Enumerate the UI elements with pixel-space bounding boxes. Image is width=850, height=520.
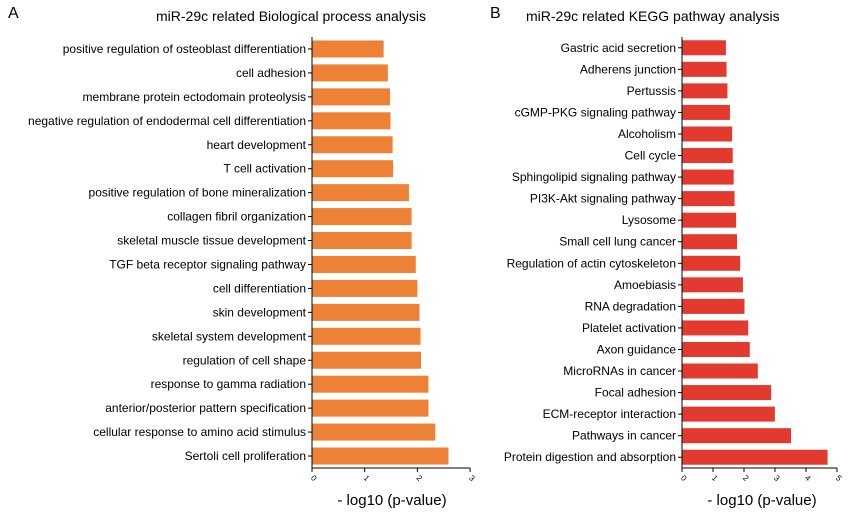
bp-bar xyxy=(312,184,409,202)
kegg-category-label: MicroRNAs in cancer xyxy=(563,364,676,378)
kegg-bar xyxy=(682,255,741,271)
bp-category-label: T cell activation xyxy=(224,162,306,176)
bp-bar xyxy=(312,160,394,178)
bp-category-label: cell adhesion xyxy=(236,66,306,80)
bp-category-label: collagen fibril organization xyxy=(167,210,306,224)
bp-category-label: membrane protein ectodomain proteolysis xyxy=(83,90,306,104)
kegg-category-label: Pathways in cancer xyxy=(572,429,676,443)
kegg-category-label: Cell cycle xyxy=(625,149,677,163)
bp-bar xyxy=(312,375,429,393)
kegg-bar xyxy=(682,191,735,207)
kegg-bar xyxy=(682,363,758,379)
bp-x-tick-label: 0 xyxy=(309,473,319,483)
kegg-x-tick-label: 5 xyxy=(834,473,844,483)
bp-bar xyxy=(312,112,391,130)
kegg-category-label: Amoebiasis xyxy=(614,278,676,292)
bp-category-label: heart development xyxy=(207,138,307,152)
bp-category-label: positive regulation of osteoblast differ… xyxy=(63,42,306,56)
bp-bar xyxy=(312,255,416,273)
kegg-category-label: Alcoholism xyxy=(618,127,676,141)
kegg-bar xyxy=(682,126,733,142)
bp-bar xyxy=(312,351,422,369)
kegg-category-label: ECM-receptor interaction xyxy=(543,407,676,421)
kegg-bar xyxy=(682,61,727,77)
kegg-category-label: PI3K-Akt signaling pathway xyxy=(530,192,676,206)
kegg-x-tick-label: 3 xyxy=(772,473,782,483)
bp-x-axis-label: - log10 (p-value) xyxy=(337,492,446,509)
kegg-bar xyxy=(682,212,737,228)
kegg-category-label: Pertussis xyxy=(627,84,676,98)
bp-category-label: TGF beta receptor signaling pathway xyxy=(109,257,306,271)
kegg-bar xyxy=(682,298,745,314)
kegg-bar xyxy=(682,428,791,444)
kegg-x-tick-label: 0 xyxy=(679,473,689,483)
kegg-bar xyxy=(682,104,730,120)
kegg-bar xyxy=(682,234,738,250)
kegg-category-label: Gastric acid secretion xyxy=(561,41,676,55)
bp-category-label: negative regulation of endodermal cell d… xyxy=(28,114,306,128)
bp-bar xyxy=(312,208,412,226)
kegg-bar xyxy=(682,169,734,185)
kegg-bar xyxy=(682,277,743,293)
bp-bar xyxy=(312,40,384,58)
bp-category-label: anterior/posterior pattern specification xyxy=(105,401,306,415)
kegg-bar xyxy=(682,148,733,164)
bp-bar xyxy=(312,423,436,441)
bp-category-label: regulation of cell shape xyxy=(183,353,307,367)
kegg-category-label: Small cell lung cancer xyxy=(559,235,676,249)
bp-bar xyxy=(312,232,412,250)
bp-x-tick-label: 1 xyxy=(362,473,372,483)
kegg-category-label: RNA degradation xyxy=(585,299,676,313)
kegg-category-label: Protein digestion and absorption xyxy=(504,450,676,464)
bp-bar xyxy=(312,88,390,106)
bp-bar xyxy=(312,303,420,321)
kegg-category-label: Focal adhesion xyxy=(595,386,676,400)
kegg-category-label: Adherens junction xyxy=(580,62,676,76)
kegg-bar xyxy=(682,385,772,401)
bp-category-label: cellular response to amino acid stimulus xyxy=(93,425,306,439)
bp-category-label: skeletal muscle tissue development xyxy=(117,234,306,248)
kegg-bar xyxy=(682,449,828,465)
kegg-bar xyxy=(682,40,726,56)
bp-bar xyxy=(312,136,393,154)
bp-bar xyxy=(312,64,388,82)
bp-panel-letter: A xyxy=(8,5,19,22)
bp-x-tick-label: 3 xyxy=(467,473,477,483)
kegg-bar xyxy=(682,83,728,99)
kegg-x-tick-label: 4 xyxy=(803,473,813,483)
kegg-x-tick-label: 2 xyxy=(741,473,751,483)
kegg-category-label: Axon guidance xyxy=(597,342,677,356)
bp-bar xyxy=(312,399,429,417)
bp-category-label: positive regulation of bone mineralizati… xyxy=(89,186,306,200)
bp-category-label: skeletal system development xyxy=(152,329,307,343)
kegg-bar xyxy=(682,320,749,336)
kegg-x-tick-label: 1 xyxy=(710,473,720,483)
kegg-panel-letter: B xyxy=(490,5,501,22)
kegg-bar xyxy=(682,341,750,357)
bp-chart-title: miR-29c related Biological process analy… xyxy=(156,8,426,24)
kegg-category-label: Sphingolipid signaling pathway xyxy=(512,170,676,184)
kegg-chart-title: miR-29c related KEGG pathway analysis xyxy=(526,8,780,24)
kegg-category-label: Regulation of actin cytoskeleton xyxy=(507,256,676,270)
bp-category-label: Sertoli cell proliferation xyxy=(185,449,306,463)
kegg-category-label: cGMP-PKG signaling pathway xyxy=(515,105,676,119)
bp-category-label: cell differentiation xyxy=(213,281,306,295)
bp-bar xyxy=(312,327,421,345)
bp-category-label: response to gamma radiation xyxy=(151,377,306,391)
kegg-x-axis-label: - log10 (p-value) xyxy=(707,492,816,509)
kegg-category-label: Lysosome xyxy=(622,213,677,227)
bp-bar xyxy=(312,279,418,297)
bp-bar xyxy=(312,447,449,465)
kegg-category-label: Platelet activation xyxy=(582,321,676,335)
bp-x-tick-label: 2 xyxy=(414,473,424,483)
bp-category-label: skin development xyxy=(213,305,307,319)
kegg-bar xyxy=(682,406,775,422)
